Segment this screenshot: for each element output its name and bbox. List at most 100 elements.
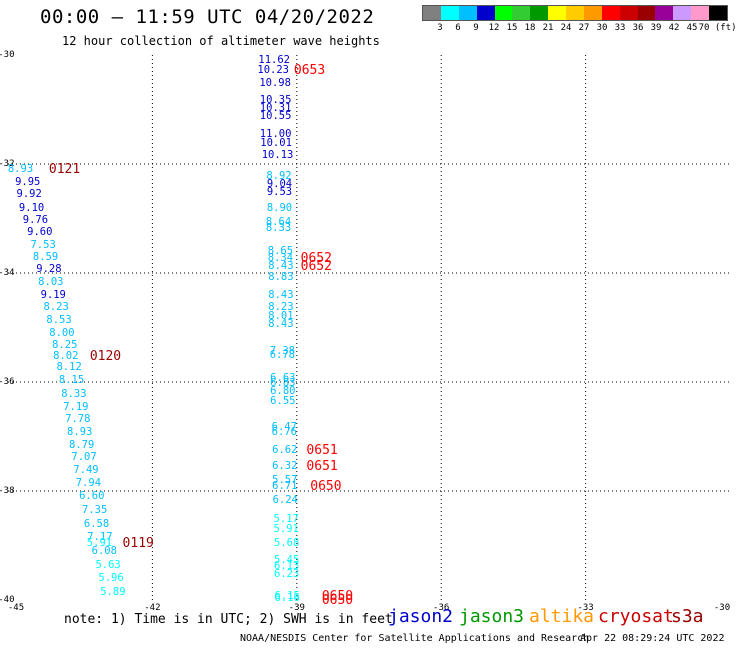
- pass-time-label: 0650: [321, 588, 354, 604]
- pass-time-label: 0652: [300, 258, 332, 274]
- latitude-tick-label: -36: [0, 377, 15, 387]
- color-scale-bar: [422, 5, 728, 21]
- wave-height-value: 9.53: [266, 186, 293, 199]
- wave-height-value: 5.91: [86, 536, 113, 549]
- color-scale-swatch: [476, 6, 495, 20]
- color-scale-swatch: [655, 6, 674, 20]
- wave-height-value: 9.92: [16, 187, 42, 200]
- wave-height-value: 8.01: [268, 309, 294, 322]
- wave-height-value: 6.16: [274, 592, 300, 605]
- wave-height-value: 8.23: [268, 300, 294, 313]
- wave-height-value: 8.93: [67, 426, 93, 439]
- color-scale-label: 6: [455, 23, 461, 33]
- wave-height-value: 8.53: [46, 314, 72, 327]
- wave-height-value: 8.00: [49, 326, 75, 339]
- wave-height-value: 8.59: [32, 250, 59, 263]
- wave-height-value: 8.92: [266, 169, 292, 182]
- pass-time-label: 0650: [310, 478, 342, 494]
- wave-height-value: 6.63: [270, 372, 296, 385]
- longitude-tick-label: -36: [433, 603, 450, 613]
- pass-time-label: 0120: [89, 348, 122, 364]
- wave-height-value: 8.33: [265, 222, 292, 235]
- wave-height-value: 11.00: [259, 128, 292, 141]
- wave-height-value: 8.25: [52, 339, 78, 352]
- wave-height-value: 6.32: [272, 460, 298, 473]
- wave-height-value: 9.28: [36, 263, 62, 276]
- longitude-tick-label: -45: [7, 603, 25, 613]
- page-subtitle: 12 hour collection of altimeter wave hei…: [62, 34, 380, 48]
- color-scale-swatch: [530, 6, 549, 20]
- footer-timestamp: Apr 22 08:29:24 UTC 2022: [580, 633, 725, 644]
- color-scale-label: 39: [650, 23, 662, 33]
- color-scale-swatch: [423, 6, 441, 20]
- wave-height-value: 7.07: [71, 451, 97, 464]
- wave-height-value: 9.60: [27, 226, 53, 239]
- wave-height-value: 7.49: [73, 464, 99, 477]
- wave-height-value: 6.62: [272, 444, 298, 457]
- color-scale-swatch: [619, 6, 638, 20]
- pass-time-label: 0121: [48, 162, 81, 178]
- pass-time-label: 0651: [306, 459, 338, 475]
- wave-height-value: 9.19: [40, 288, 66, 301]
- wave-height-value: 6.55: [270, 395, 296, 408]
- longitude-tick-label: -33: [577, 603, 594, 613]
- wave-height-value: 11.62: [258, 54, 290, 67]
- color-scale-label: 27: [578, 23, 590, 33]
- wave-height-value: 8.15: [58, 374, 85, 387]
- color-scale-label: 21: [542, 23, 554, 33]
- wave-height-value: 9.76: [22, 214, 49, 227]
- wave-height-value: 5.45: [274, 554, 300, 567]
- wave-height-value: 9.95: [15, 175, 41, 188]
- pass-time-label: 0652: [300, 250, 332, 266]
- wave-height-value: 7.53: [30, 238, 56, 251]
- color-scale-label: 30: [596, 23, 608, 33]
- color-scale-label: 42: [668, 23, 680, 33]
- wave-height-value: 10.23: [257, 63, 290, 76]
- wave-height-value: 6.08: [91, 544, 117, 557]
- wave-height-value: 5.57: [272, 474, 298, 487]
- footer-credit: NOAA/NESDIS Center for Satellite Applica…: [240, 633, 590, 644]
- latitude-tick-label: -40: [0, 595, 15, 605]
- wave-height-value: 7.78: [65, 413, 91, 426]
- wave-height-value: 5.89: [100, 585, 126, 598]
- wave-height-value: 7.19: [63, 400, 89, 413]
- color-scale-label: 24: [560, 23, 572, 33]
- color-scale-label: 36: [632, 23, 644, 33]
- wave-height-value: 8.93: [7, 163, 34, 176]
- wave-height-value: 8.23: [43, 301, 69, 314]
- wave-height-value: 6.83: [270, 377, 296, 390]
- wave-height-value: 5.96: [98, 572, 124, 585]
- wave-height-value: 6.78: [269, 348, 296, 361]
- color-scale-label: 15: [506, 23, 518, 33]
- map-plot: -30 -32 -34 -36 -38 -40-45 -42 -39 -36 -33 -30 11.6…: [0, 50, 730, 613]
- wave-height-value: 6.80: [270, 385, 296, 398]
- color-scale-swatch: [691, 6, 709, 20]
- latitude-tick-label: -38: [0, 486, 15, 496]
- wave-height-value: 6.23: [274, 568, 300, 581]
- color-scale-swatch: [548, 6, 566, 20]
- wave-height-value: 5.91: [273, 523, 299, 536]
- color-scale-swatch: [709, 6, 727, 20]
- wave-height-value: 8.83: [268, 271, 294, 284]
- wave-height-value: 6.15: [274, 589, 300, 602]
- latitude-tick-label: -34: [0, 268, 15, 278]
- pass-time-label: 0650: [321, 593, 354, 608]
- color-scale-swatch: [458, 6, 477, 20]
- color-scale-swatch: [566, 6, 584, 20]
- legend-item-s3a: s3a: [671, 606, 704, 627]
- legend-item-cryosat: cryosat: [598, 606, 674, 627]
- wave-height-value: 7.94: [75, 476, 102, 489]
- color-scale-label: 33: [614, 23, 626, 33]
- color-scale-label: 9: [473, 23, 479, 33]
- color-scale-swatch: [637, 6, 656, 20]
- wave-height-value: 8.43: [268, 317, 294, 330]
- pass-time-label: 0651: [306, 443, 338, 459]
- wave-height-value: 10.01: [260, 137, 292, 150]
- wave-height-value: 10.55: [259, 110, 292, 123]
- color-scale-label: 18: [524, 23, 536, 33]
- wave-height-value: 6.13: [274, 559, 300, 572]
- wave-height-value: 8.64: [265, 216, 292, 229]
- wave-height-value: 6.60: [79, 490, 105, 503]
- legend-item-altika: altika: [529, 606, 595, 627]
- wave-height-value: 7.17: [87, 531, 113, 544]
